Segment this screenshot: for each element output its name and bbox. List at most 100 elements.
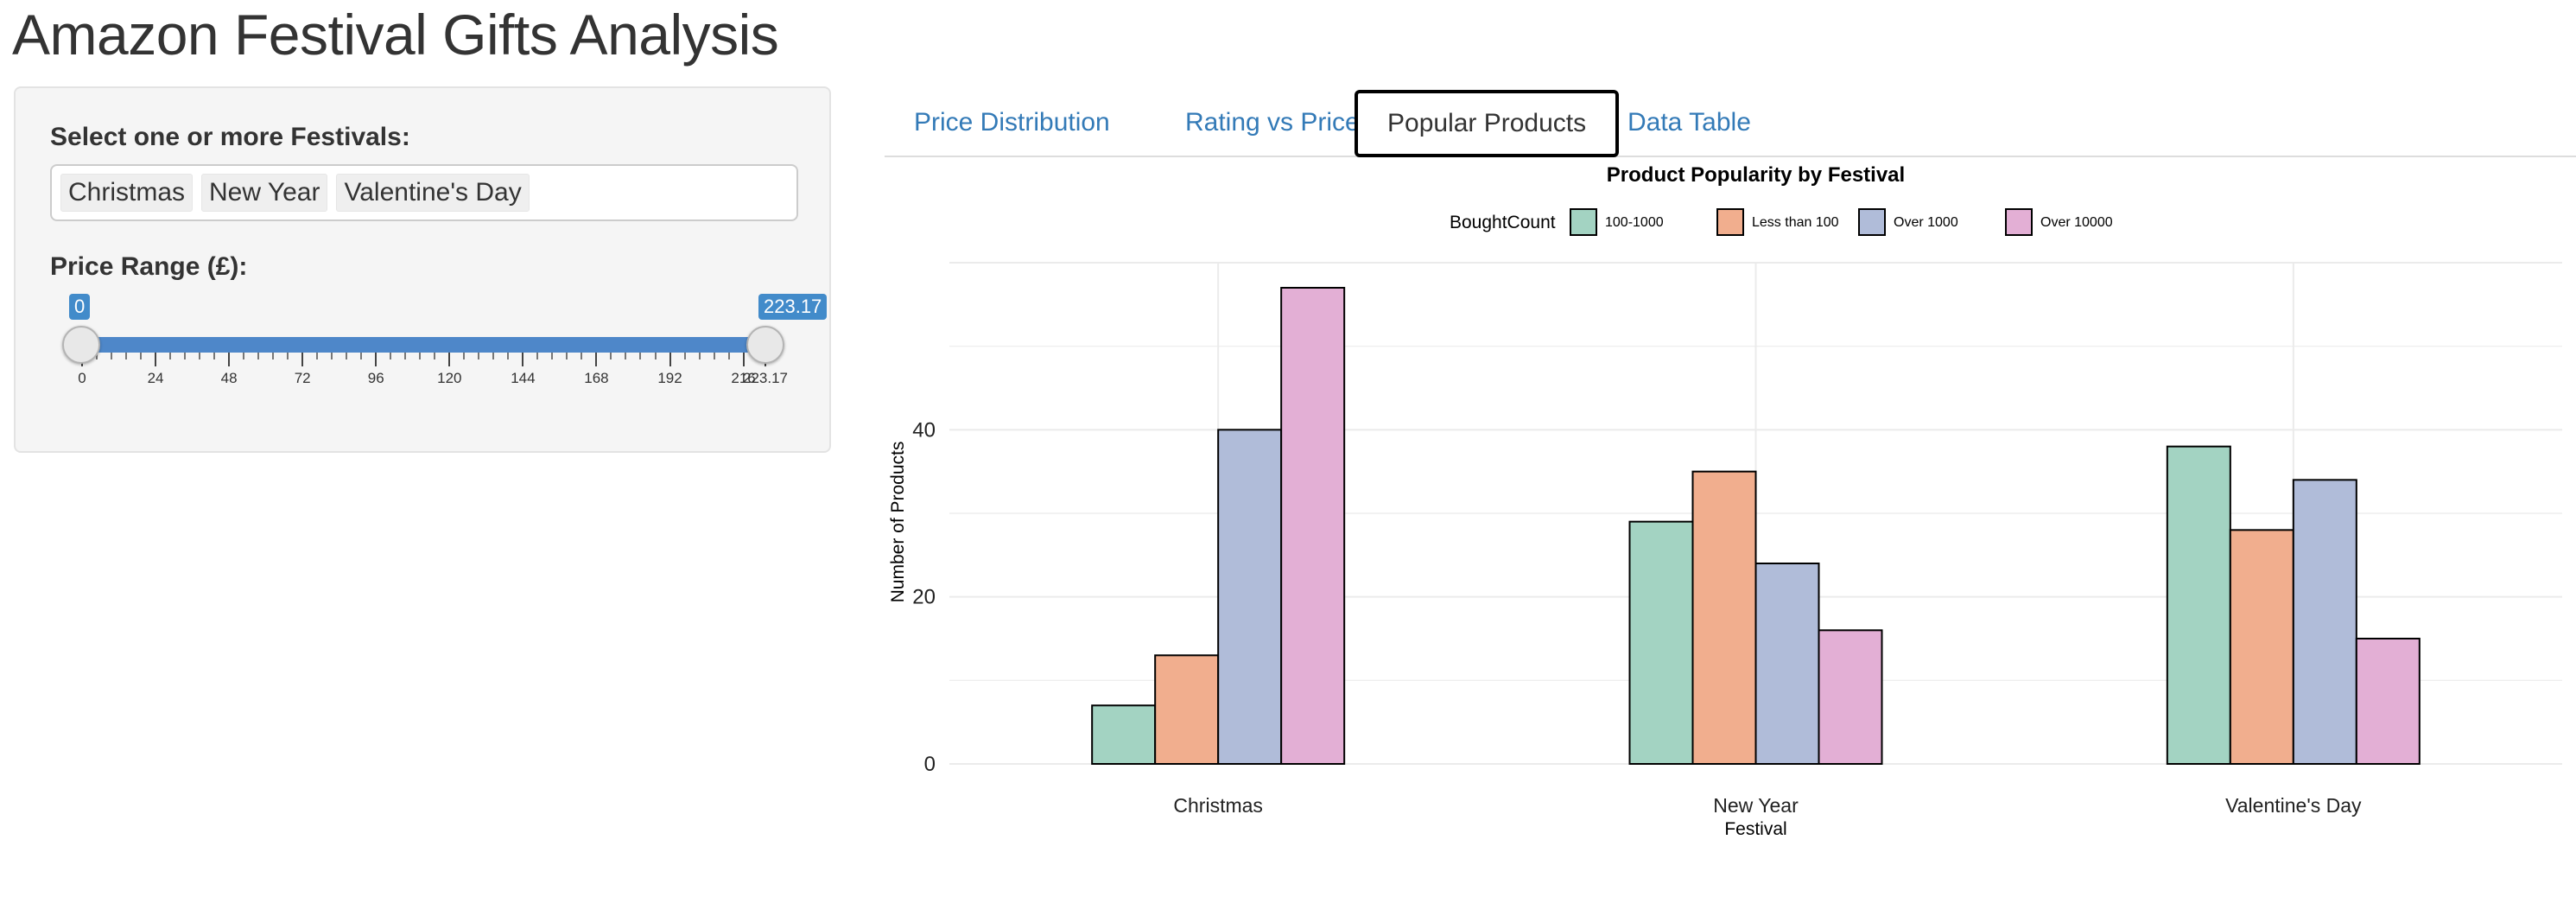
price-max-badge: 223.17	[758, 294, 828, 320]
x-axis-label: Festival	[1724, 819, 1786, 839]
slider-major-tick	[522, 353, 524, 366]
slider-minor-tick	[111, 353, 113, 359]
slider-minor-tick	[551, 353, 554, 359]
tab-popular-products[interactable]: Popular Products	[1355, 90, 1620, 157]
slider-major-tick	[375, 353, 378, 366]
slider-minor-tick	[419, 353, 422, 359]
app-title: Amazon Festival Gifts Analysis	[12, 3, 779, 67]
bar-over-10000	[1818, 629, 1883, 765]
slider-minor-tick	[566, 353, 568, 359]
legend-title: BoughtCount	[1450, 213, 1556, 232]
legend-swatch	[1858, 208, 1886, 236]
festival-select-label: Select one or more Festivals:	[50, 123, 410, 151]
slider-minor-tick	[346, 353, 348, 359]
slider-major-tick	[669, 353, 671, 366]
y-tick-label: 0	[924, 753, 936, 776]
slider-minor-tick	[316, 353, 319, 359]
slider-minor-tick	[257, 353, 260, 359]
tab-price-distribution[interactable]: Price Distribution	[914, 108, 1110, 137]
slider-minor-tick	[243, 353, 245, 359]
legend-swatch	[1570, 208, 1597, 236]
chart-title: Product Popularity by Festival	[1607, 163, 1905, 187]
price-range-label: Price Range (£):	[50, 252, 248, 281]
slider-tick-label: 192	[657, 370, 682, 386]
slider-minor-tick	[463, 353, 466, 359]
slider-minor-tick	[125, 353, 128, 359]
festival-chip[interactable]: Christmas	[60, 174, 194, 212]
y-tick-label: 40	[912, 418, 936, 442]
slider-tick-label: 24	[147, 370, 164, 386]
slider-minor-tick	[639, 353, 642, 359]
slider-major-tick	[301, 353, 304, 366]
slider-minor-tick	[492, 353, 495, 359]
y-tick-label: 20	[912, 586, 936, 609]
slider-tick-label: 72	[294, 370, 311, 386]
slider-minor-tick	[140, 353, 143, 359]
slider-minor-tick	[272, 353, 275, 359]
slider-minor-tick	[698, 353, 701, 359]
bar-100-1000	[1091, 704, 1157, 765]
slider-tick-label: 48	[220, 370, 238, 386]
price-min-handle[interactable]	[62, 326, 100, 364]
slider-tick-label: 120	[437, 370, 462, 386]
x-tick-label: Valentine's Day	[2225, 794, 2362, 817]
slider-minor-tick	[213, 353, 216, 359]
slider-tick-label: 0	[78, 370, 86, 386]
slider-major-tick	[595, 353, 598, 366]
slider-tick-label: 223.17	[743, 370, 788, 386]
festival-multiselect[interactable]: Christmas New Year Valentine's Day	[50, 164, 798, 221]
popularity-chart: Product Popularity by Festival BoughtCoun…	[888, 163, 2562, 839]
tab-data-table[interactable]: Data Table	[1627, 108, 1751, 137]
legend-label: Over 10000	[2040, 215, 2113, 230]
slider-minor-tick	[536, 353, 539, 359]
legend-label: 100-1000	[1605, 215, 1664, 230]
slider-tick-label: 96	[367, 370, 384, 386]
slider-tick-label: 216	[731, 370, 756, 386]
slider-minor-tick	[404, 353, 407, 359]
y-axis-label: Number of Products	[888, 442, 908, 603]
slider-major-tick	[155, 353, 157, 366]
slider-minor-tick	[713, 353, 715, 359]
slider-minor-tick	[654, 353, 657, 359]
bar-less-than-100	[2229, 529, 2294, 765]
slider-major-tick	[448, 353, 451, 366]
festival-chip[interactable]: New Year	[201, 174, 328, 212]
bar-over-10000	[1280, 287, 1346, 765]
price-range-slider[interactable]: 0 223.17 0 24 48 72 96 120 144 168 192 216 223.17	[50, 287, 828, 434]
bar-over-1000	[1217, 429, 1283, 765]
bar-less-than-100	[1691, 470, 1757, 765]
x-tick-label: Christmas	[1173, 794, 1263, 817]
festival-chip[interactable]: Valentine's Day	[336, 174, 530, 212]
slider-minor-tick	[360, 353, 363, 359]
slider-minor-tick	[581, 353, 583, 359]
tab-rating-vs-price[interactable]: Rating vs Price	[1185, 108, 1360, 137]
slider-track[interactable]	[67, 337, 765, 353]
slider-minor-tick	[390, 353, 392, 359]
slider-minor-tick	[507, 353, 510, 359]
price-max-handle[interactable]	[746, 326, 784, 364]
slider-minor-tick	[287, 353, 289, 359]
slider-tick-label: 168	[584, 370, 609, 386]
sidebar-panel: Select one or more Festivals: Christmas …	[14, 86, 831, 453]
tab-bar: Price Distribution Rating vs Price Popul…	[885, 88, 2576, 157]
bar-100-1000	[1628, 520, 1694, 765]
x-tick-label: New Year	[1713, 794, 1799, 817]
slider-minor-tick	[169, 353, 172, 359]
legend-label: Over 1000	[1894, 215, 1958, 230]
bar-100-1000	[2166, 445, 2231, 765]
slider-minor-tick	[610, 353, 612, 359]
legend-swatch	[1716, 208, 1744, 236]
slider-tick-label: 144	[511, 370, 536, 386]
slider-major-tick	[742, 353, 745, 366]
slider-minor-tick	[184, 353, 187, 359]
legend-swatch	[2005, 208, 2033, 236]
bar-over-10000	[2355, 638, 2421, 765]
bar-over-1000	[2292, 479, 2357, 765]
bar-over-1000	[1754, 563, 1820, 765]
slider-minor-tick	[434, 353, 436, 359]
slider-minor-tick	[96, 353, 98, 359]
slider-minor-tick	[331, 353, 333, 359]
legend-label: Less than 100	[1752, 215, 1839, 230]
price-min-badge: 0	[69, 294, 91, 320]
slider-minor-tick	[478, 353, 480, 359]
